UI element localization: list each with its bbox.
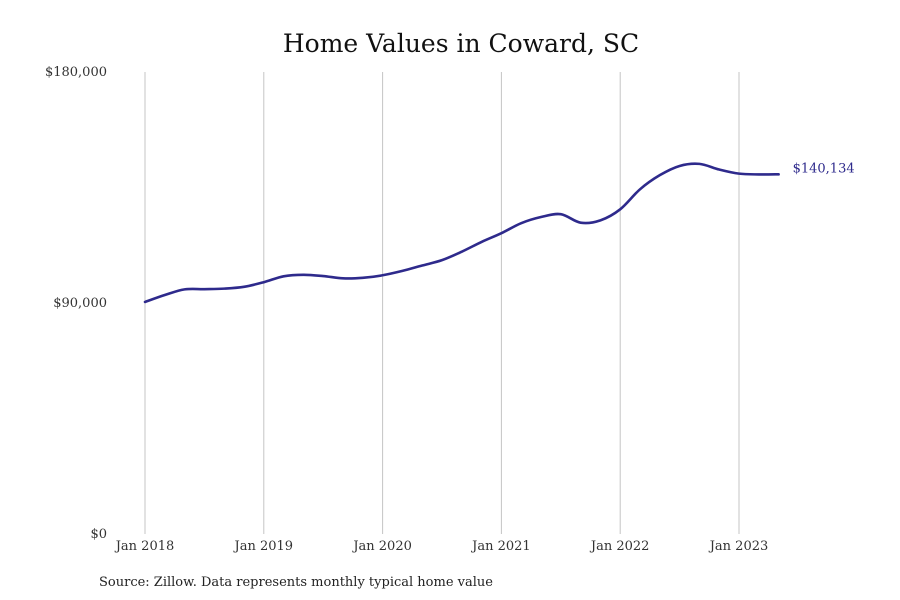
data-point (223, 288, 225, 290)
x-tick-label: Jan 2022 (589, 539, 650, 554)
data-point (322, 275, 324, 277)
data-point (540, 216, 542, 218)
data-point (481, 241, 483, 243)
data-point (283, 275, 285, 277)
data-point (639, 188, 641, 190)
data-point (599, 219, 601, 221)
data-point (738, 173, 740, 175)
x-tick-label: Jan 2020 (351, 539, 412, 554)
data-point (778, 173, 780, 175)
data-point (718, 169, 720, 171)
data-point (382, 274, 384, 276)
y-tick-label: $0 (90, 527, 107, 542)
data-point (758, 173, 760, 175)
data-point (580, 222, 582, 224)
data-point (500, 232, 502, 234)
x-tick-label: Jan 2021 (470, 539, 531, 554)
data-point (421, 265, 423, 267)
x-tick-label: Jan 2023 (708, 539, 769, 554)
x-tick-label: Jan 2018 (114, 539, 175, 554)
data-point (263, 281, 265, 283)
end-value-label: $140,134 (793, 161, 855, 176)
data-point (520, 222, 522, 224)
data-point (184, 288, 186, 290)
x-tick-label: Jan 2019 (233, 539, 294, 554)
gridlines (144, 72, 740, 534)
chart-title: Home Values in Coward, SC (283, 29, 639, 58)
data-point (401, 270, 403, 272)
data-point (441, 259, 443, 261)
y-tick-label: $180,000 (45, 65, 107, 80)
x-axis-ticks: Jan 2018 Jan 2019 Jan 2020 Jan 2021 Jan 2022… (114, 539, 769, 554)
source-note: Source: Zillow. Data represents monthly … (99, 575, 493, 590)
data-point (619, 208, 621, 210)
data-point (342, 277, 344, 279)
data-point (144, 301, 146, 303)
data-point (203, 288, 205, 290)
data-point (362, 277, 364, 279)
data-point (659, 174, 661, 176)
data-point (302, 274, 304, 276)
data-point (243, 286, 245, 288)
series-layer (143, 162, 780, 304)
data-point (164, 294, 166, 296)
y-tick-label: $90,000 (53, 296, 107, 311)
data-point (560, 213, 562, 215)
y-axis-ticks: $0 $90,000 $180,000 (45, 65, 107, 542)
data-point (461, 251, 463, 253)
data-point (698, 163, 700, 165)
series-line-0 (143, 162, 780, 304)
data-point (679, 165, 681, 167)
